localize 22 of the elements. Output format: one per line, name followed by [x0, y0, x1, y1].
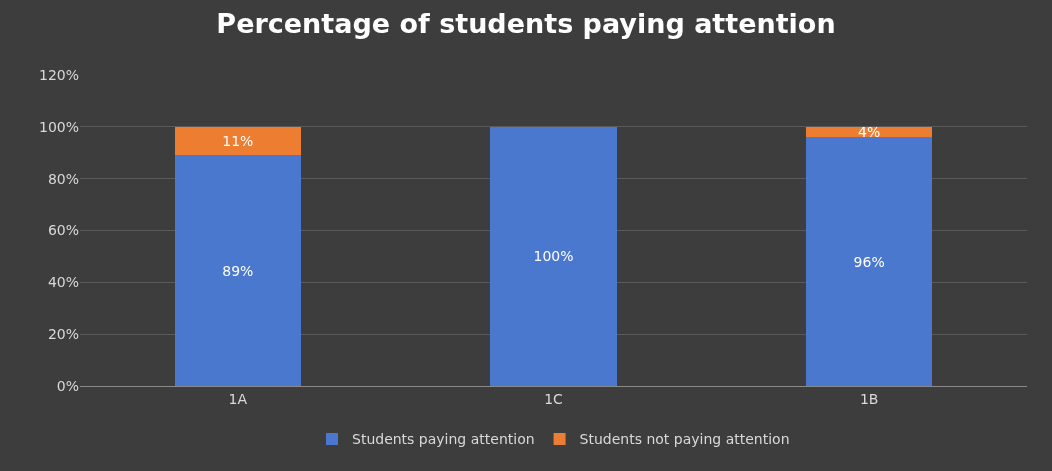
x-tick-label: 1C: [544, 390, 564, 407]
bar: [490, 126, 617, 386]
y-tick-label: 40%: [47, 274, 79, 291]
data-label: 89%: [222, 262, 254, 279]
legend-label: Students paying attention: [352, 431, 535, 448]
data-label: 100%: [533, 248, 574, 265]
y-tick-label: 60%: [47, 222, 79, 239]
y-tick-label: 80%: [47, 170, 79, 187]
data-label: 96%: [853, 253, 885, 270]
y-tick-label: 100%: [38, 118, 79, 135]
y-tick-label: 20%: [47, 326, 79, 343]
y-tick-label: 0%: [56, 377, 79, 394]
data-label: 11%: [222, 133, 254, 150]
x-tick-label: 1B: [859, 390, 879, 407]
bar: [806, 137, 933, 386]
data-label: 4%: [858, 124, 881, 141]
x-tick-label: 1A: [228, 390, 248, 407]
legend-label: Students not paying attention: [579, 431, 790, 448]
chart-title: Percentage of students paying attention: [216, 8, 836, 40]
bar: [174, 155, 301, 386]
bar: [174, 126, 301, 156]
y-tick-label: 120%: [38, 66, 79, 83]
